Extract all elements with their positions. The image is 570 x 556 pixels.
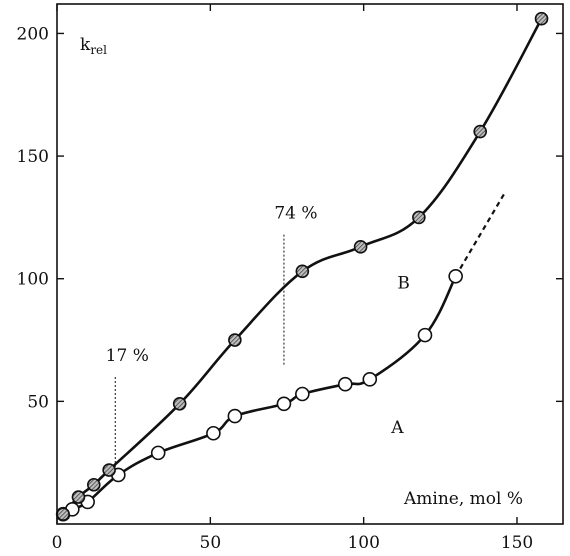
y-tick-label: 200: [17, 24, 49, 44]
x-tick-label: 150: [501, 533, 533, 553]
series-A-point: [276, 396, 292, 412]
tick-labels: 0 50 100 150 50 100 150 200: [17, 24, 534, 553]
series-B-point: [71, 490, 86, 504]
series-B-point: [228, 333, 242, 347]
series-B-point: [295, 264, 310, 279]
series-A-point: [417, 327, 433, 343]
series-B-point: [102, 463, 116, 477]
series-A-point: [362, 371, 378, 387]
series-B-point: [353, 240, 368, 254]
series-A-point: [448, 268, 463, 284]
series-A-point: [227, 408, 243, 424]
x-axis-label: Amine, mol %: [403, 489, 523, 509]
annotation-label: 74 %: [274, 204, 317, 224]
y-tick-label: 150: [17, 147, 49, 167]
series-A-extrapolation: [454, 192, 506, 277]
series-B-point: [473, 124, 488, 139]
plot-frame: [56, 3, 564, 525]
series-B-point: [87, 477, 101, 492]
series-B-point: [56, 507, 70, 521]
x-tick-label: 100: [347, 533, 379, 553]
x-tick-label: 50: [200, 533, 222, 553]
y-axis-label: krel: [80, 35, 107, 57]
annotations: 17 % 74 %: [106, 204, 318, 475]
series-B-point: [412, 210, 426, 225]
series-A-point: [295, 386, 310, 402]
y-tick-label: 50: [27, 392, 49, 412]
markers: AB: [55, 11, 549, 522]
series-B-point: [172, 397, 187, 411]
series-B-label: B: [397, 274, 410, 294]
x-tick-label: 0: [52, 533, 63, 553]
series-A-point: [206, 425, 221, 441]
series-B-point: [534, 11, 549, 26]
ticks: [56, 4, 563, 524]
series-A-point: [150, 445, 166, 461]
series-A-point: [337, 376, 353, 392]
y-tick-label: 100: [17, 270, 49, 290]
series-A-label: A: [390, 418, 404, 438]
annotation-label: 17 %: [106, 346, 149, 366]
